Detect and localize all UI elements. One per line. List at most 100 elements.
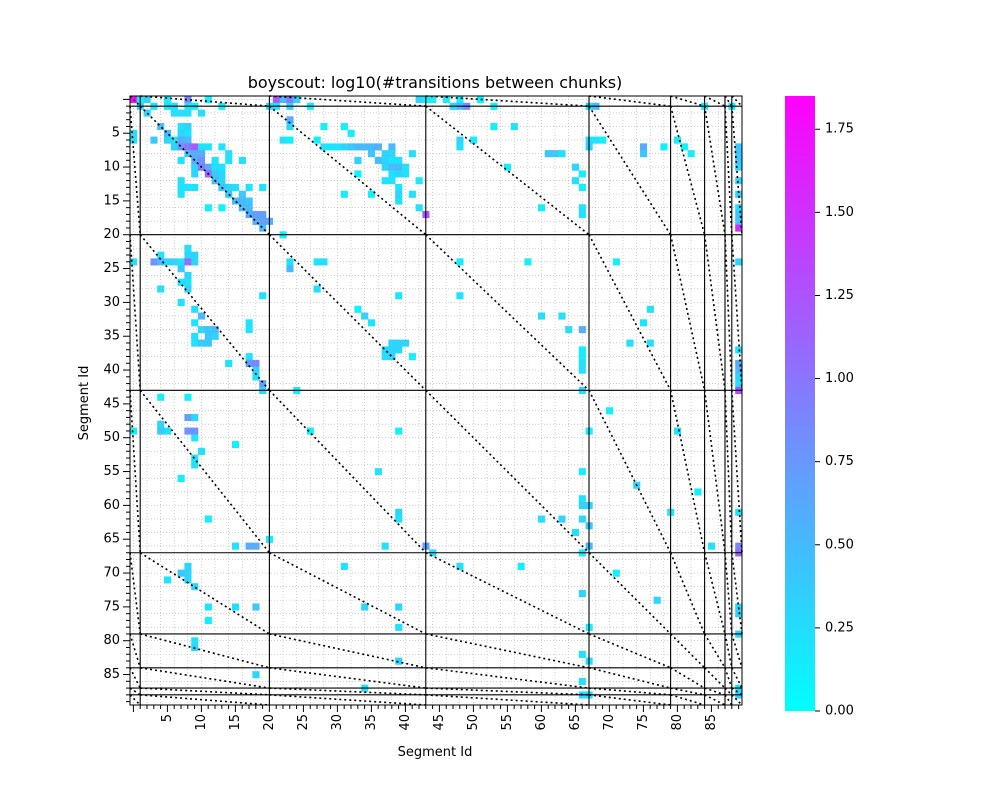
heatmap-cell	[347, 143, 355, 151]
x-axis-label: Segment Id	[398, 745, 473, 760]
heatmap-cell	[191, 163, 199, 171]
chunk-diagonal	[425, 694, 590, 706]
heatmap-cell	[504, 163, 512, 171]
heatmap-cell	[198, 312, 206, 320]
chunk-diagonal	[269, 687, 426, 696]
heatmap-cell	[395, 515, 403, 523]
heatmap-cell	[340, 562, 348, 570]
y-tick-label: 40	[103, 363, 120, 378]
chunk-diagonal	[129, 95, 141, 107]
heatmap-cell	[191, 319, 199, 327]
chunk-diagonal	[139, 552, 270, 635]
heatmap-cell	[130, 427, 138, 435]
heatmap-cell	[238, 190, 246, 198]
heatmap-cell	[340, 143, 348, 151]
heatmap-cell	[368, 319, 376, 327]
chunk-diagonal	[731, 106, 743, 235]
chunk-diagonal	[588, 633, 671, 669]
colorbar-ticks: 0.00 0.25 0.50 0.75 1.00 1.25 1.50 1.75	[815, 122, 854, 719]
heatmap-cell	[191, 454, 199, 462]
chunk-diagonal	[425, 389, 590, 554]
heatmap-cell	[395, 346, 403, 354]
heatmap-cell	[272, 96, 280, 104]
heatmap-cell	[191, 339, 199, 347]
heatmap-cell	[660, 143, 668, 151]
chunk-diagonal	[140, 687, 270, 696]
chunk-diagonal	[139, 234, 271, 391]
heatmap-cell	[177, 129, 185, 137]
chunk-diagonal	[425, 633, 590, 669]
heatmap-cell	[395, 508, 403, 516]
heatmap-cell	[578, 170, 586, 178]
chunk-diagonal	[703, 390, 726, 553]
heatmap-cell	[191, 170, 199, 178]
heatmap-cell	[198, 109, 206, 117]
chunk-diagonal	[268, 234, 427, 391]
heatmap-cell	[626, 339, 634, 347]
heatmap-cell	[388, 156, 396, 164]
y-tick-label: 35	[103, 329, 120, 344]
x-tick-label: 35	[364, 714, 379, 731]
heatmap-cell	[143, 109, 151, 117]
heatmap-cell	[578, 326, 586, 334]
heatmap-cell	[218, 177, 226, 185]
y-tick-label: 60	[103, 498, 120, 513]
x-tick-label: 10	[194, 714, 209, 731]
heatmap-cell	[164, 136, 172, 144]
heatmap-cell	[218, 204, 226, 212]
heatmap-cell	[198, 143, 206, 151]
heatmap-cell	[558, 515, 566, 523]
heatmap-cell	[164, 576, 172, 584]
y-tick-label: 20	[103, 227, 120, 242]
heatmap-cell	[374, 143, 382, 151]
chunk-diagonal	[129, 234, 141, 391]
heatmap-cell	[674, 427, 682, 435]
x-tick-label: 65	[568, 714, 583, 731]
heatmap-cell	[252, 366, 260, 374]
chunk-diagonal	[588, 389, 672, 554]
chunk-diagonals	[129, 95, 743, 706]
chunk-boundaries	[130, 96, 742, 705]
chunk-diagonal	[724, 390, 733, 553]
heatmap-cell	[259, 224, 267, 232]
heatmap-cell	[157, 427, 165, 435]
heatmap-cell	[245, 183, 253, 192]
heatmap-cell	[735, 542, 743, 550]
heatmap-cell	[456, 143, 464, 151]
heatmap-cell	[191, 434, 199, 442]
heatmap-cell	[245, 319, 253, 327]
heatmap-cell	[177, 156, 185, 164]
x-axis: 5 10 15 20 25 30 35 40 45 50 55 60 65 70 75 80 85	[132, 705, 740, 731]
heatmap-cell	[735, 373, 743, 381]
heatmap-cell	[218, 143, 226, 151]
y-tick-label: 10	[103, 160, 120, 175]
chunk-diagonal	[704, 95, 726, 107]
heatmap-cell	[259, 183, 267, 192]
heatmap-cell	[572, 529, 580, 537]
colorbar-tick-label: 0.25	[825, 620, 854, 635]
chunk-diagonal	[669, 390, 706, 553]
chunk-diagonal	[269, 633, 426, 669]
heatmap-cell	[544, 150, 552, 158]
chunk-diagonal	[129, 687, 141, 696]
chunk-diagonal	[669, 234, 706, 391]
heatmap-cell	[130, 129, 138, 137]
chunk-diagonal	[269, 95, 426, 107]
colorbar-tick-label: 1.50	[825, 205, 854, 220]
heatmap-cell	[218, 163, 226, 171]
heatmap-cell	[164, 258, 172, 266]
y-axis: 5 10 15 20 25 30 35 40 45 50 55 60 65 70 75 80 85	[103, 98, 130, 703]
chunk-diagonal	[731, 633, 743, 669]
x-tick-label: 30	[330, 714, 345, 731]
heatmap-cell	[354, 170, 362, 178]
chunk-diagonal	[670, 694, 705, 706]
heatmap-cell	[218, 170, 226, 178]
heatmap-cell	[735, 258, 743, 266]
heatmap-cell	[735, 380, 743, 388]
chunk-diagonal	[129, 694, 141, 706]
y-tick-label: 30	[103, 295, 120, 310]
heatmap-cell	[313, 285, 321, 293]
heatmap-cell	[245, 326, 253, 334]
chunk-diagonal	[731, 95, 743, 107]
heatmap-cell	[245, 542, 253, 550]
